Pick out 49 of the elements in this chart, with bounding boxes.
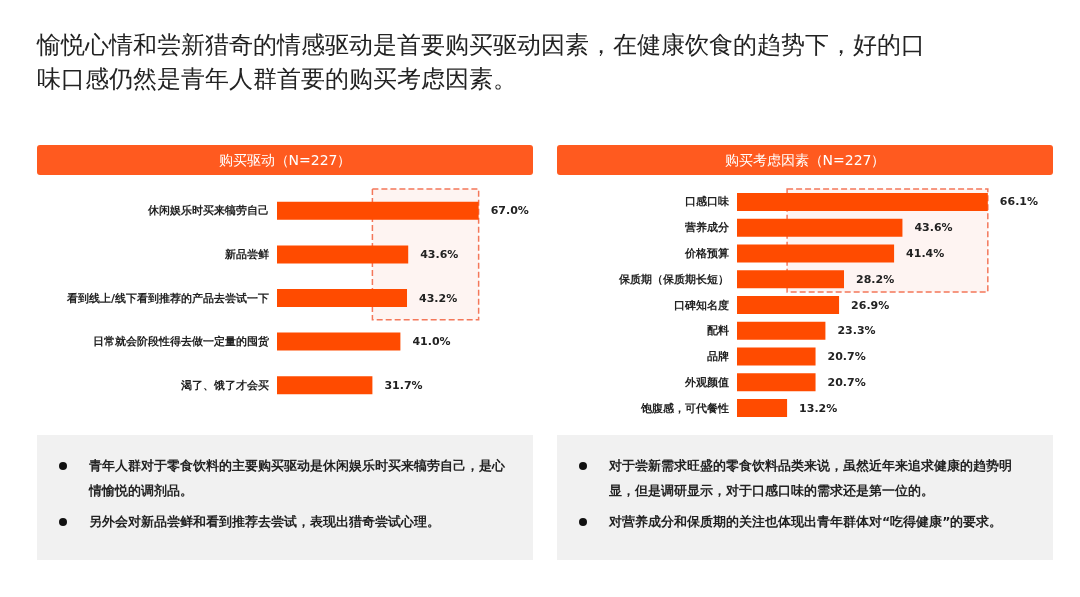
data-label: 41.4% [906, 246, 945, 260]
y-tick-label: 价格预算 [684, 246, 729, 260]
y-tick-label: 配料 [707, 324, 729, 338]
y-tick-label: 看到线上/线下看到推荐的产品去尝试一下 [65, 291, 269, 305]
y-tick-label: 口感口味 [685, 195, 730, 209]
y-tick-label: 保质期（保质期长短） [618, 272, 729, 286]
data-label: 41.0% [412, 335, 451, 349]
bar [277, 201, 479, 220]
y-tick-label: 日常就会阶段性得去做一定量的囤货 [93, 335, 270, 349]
chart-title: 购买驱动（N=227） [37, 145, 533, 175]
bar [737, 296, 840, 314]
data-label: 20.7% [827, 350, 866, 364]
bar [277, 245, 409, 264]
data-label: 43.6% [914, 221, 953, 235]
data-label: 43.2% [419, 291, 458, 305]
data-label: 66.1% [999, 195, 1038, 209]
y-tick-label: 营养成分 [684, 221, 730, 235]
y-tick-label: 新品尝鲜 [224, 247, 269, 261]
data-label: 20.7% [827, 375, 866, 389]
y-tick-label: 品牌 [707, 350, 729, 364]
y-tick-label: 口碑知名度 [674, 298, 729, 312]
data-label: 13.2% [799, 401, 838, 415]
text: 对于尝新需求旺盛的零食饮料品类来说，虽然近年来追求健康的趋势明显，但是调研显示，对于口感口味的需求还是第一位的。 [609, 457, 1013, 500]
data-label: 43.6% [420, 247, 459, 261]
text: 青年人群对于零食饮料的主要购买驱动是休闲娱乐时买来犒劳自己，是心情愉悦的调剂品。 [89, 457, 505, 500]
bar [737, 321, 826, 340]
data-label: 67.0% [490, 204, 529, 218]
y-tick-label: 休闲娱乐时买来犒劳自己 [147, 204, 269, 218]
data-label: 26.9% [851, 298, 890, 312]
bar [277, 289, 408, 307]
y-tick-label: 外观颜值 [684, 375, 729, 389]
bar [737, 373, 816, 392]
data-label: 23.3% [837, 324, 876, 338]
bar [737, 399, 788, 418]
y-tick-label: 渴了、饿了才会买 [180, 378, 269, 392]
bar [737, 218, 903, 237]
bar [737, 244, 895, 263]
bar [737, 270, 845, 289]
bar [737, 192, 988, 211]
chart-title: 购买考虑因素（N=227） [557, 145, 1053, 175]
data-label: 28.2% [856, 272, 895, 286]
bar [277, 332, 401, 351]
y-tick-label: 饱腹感，可代餐性 [640, 401, 729, 415]
data-label: 31.7% [384, 378, 423, 392]
bar [737, 347, 816, 366]
bar [277, 376, 373, 395]
text: 对营养成分和保质期的关注也体现出青年群体对“吃得健康”的要求。 [609, 513, 1003, 531]
text: 愉悦心情和尝新猎奇的情感驱动是首要购买驱动因素，在健康饮食的趋势下，好的口味口感仍然是青年人群首要的购买考虑因素。 [37, 30, 926, 95]
text: 另外会对新品尝鲜和看到推荐去尝试，表现出猎奇尝试心理。 [89, 513, 440, 531]
